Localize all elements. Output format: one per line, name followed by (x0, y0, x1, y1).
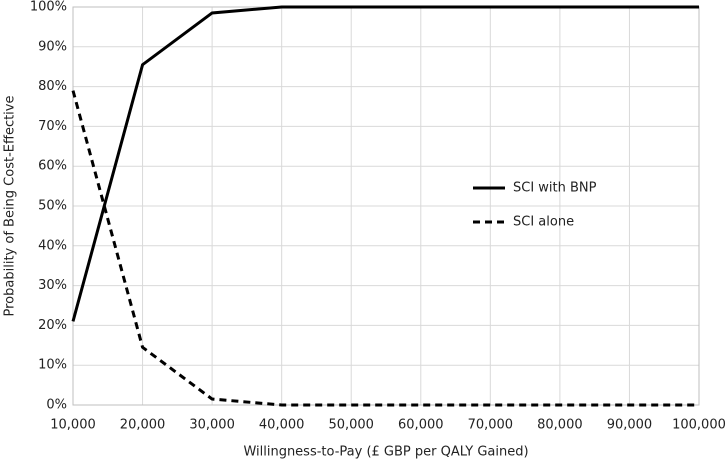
x-tick-label: 80,000 (537, 418, 583, 433)
y-tick-label: 100% (30, 0, 67, 15)
series-line (71, 90, 699, 407)
y-axis-label: Probability of Being Cost-Effective (3, 96, 18, 317)
x-tick-label: 10,000 (50, 418, 96, 433)
x-axis-label: Willingness-to-Pay (£ GBP per QALY Gaine… (243, 445, 528, 460)
y-tick-label: 30% (38, 278, 67, 293)
y-tick-label: 80% (38, 79, 67, 94)
y-tick-label: 70% (38, 119, 67, 134)
legend-label: SCI alone (513, 215, 574, 230)
series-line (71, 5, 699, 322)
x-tick-label: 20,000 (120, 418, 166, 433)
x-tick-label: 70,000 (468, 418, 514, 433)
y-tick-label: 50% (38, 199, 67, 214)
y-tick-label: 40% (38, 238, 67, 253)
x-tick-label: 100,000 (672, 418, 726, 433)
legend-label: SCI with BNP (513, 181, 597, 196)
x-tick-label: 60,000 (398, 418, 444, 433)
y-tick-label: 0% (46, 398, 67, 413)
x-tick-label: 40,000 (259, 418, 305, 433)
y-tick-label: 10% (38, 358, 67, 373)
y-tick-label: 90% (38, 39, 67, 54)
x-tick-label: 90,000 (607, 418, 653, 433)
y-tick-label: 20% (38, 318, 67, 333)
x-tick-label: 30,000 (189, 418, 235, 433)
x-tick-label: 50,000 (328, 418, 374, 433)
y-tick-label: 60% (38, 159, 67, 174)
